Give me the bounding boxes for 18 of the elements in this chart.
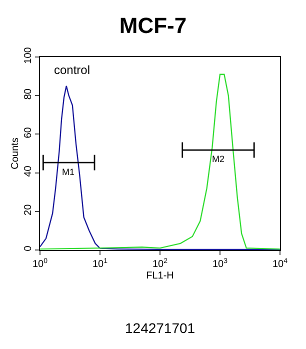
y-tick-label: 100 [23, 46, 34, 64]
chart-title: MCF-7 [119, 12, 187, 38]
x-tick-label: 10$^{3}$ [212, 258, 228, 270]
x-tick-label: 10$^{0}$ [32, 258, 48, 270]
y-tick-label: 20 [23, 204, 34, 216]
y-tick-label: 0 [23, 245, 34, 252]
y-tick-label: 80 [23, 88, 34, 100]
y-axis-title: Counts [10, 138, 21, 170]
x-tick-label: 10$^{2}$ [152, 258, 168, 270]
x-tick-label: 10$^{4}$ [272, 258, 288, 270]
x-tick-label: 10$^{1}$ [92, 258, 108, 270]
y-tick-label: 60 [23, 126, 34, 138]
y-tick-label: 40 [23, 165, 34, 177]
annotation: M1 [62, 167, 75, 177]
annotation: M2 [212, 154, 225, 164]
annotation: control [54, 63, 90, 77]
x-axis-title: FL1-H [146, 270, 174, 282]
text: 124271701 [125, 320, 196, 336]
